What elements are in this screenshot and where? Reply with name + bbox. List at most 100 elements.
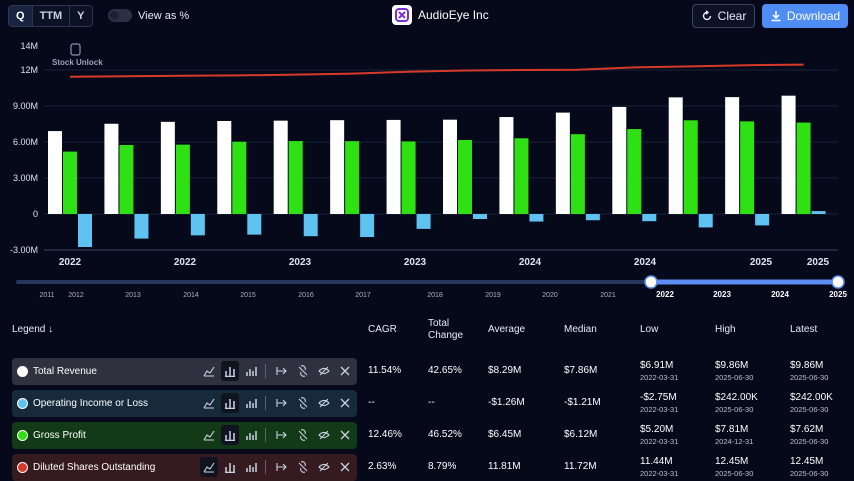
download-button[interactable]: Download [762,4,848,28]
cell-average: 11.81M [488,461,521,472]
stacked-bar-icon[interactable] [242,425,260,445]
line-chart-icon[interactable] [200,425,218,445]
cell-low: $5.20M [640,424,674,435]
cell-high-date: 2025-06-30 [715,405,754,414]
close-icon[interactable] [336,393,354,413]
cell-cagr: 11.54% [368,365,402,376]
stacked-bar-icon[interactable] [242,457,260,477]
cell-high: $9.86M [715,360,749,371]
cell-high: $242.00K [715,392,758,403]
cell-average: $8.29M [488,365,522,376]
cell-latest-date: 2025-06-30 [790,437,829,446]
bar-total-revenue-8 [499,117,514,214]
bar-operating-income-or-loss-6 [416,214,431,229]
x-tick-label: 2023 [289,257,312,268]
timeline-year-label: 2013 [125,292,141,299]
bar-chart-icon[interactable] [221,457,239,477]
bar-gross-profit-11 [683,120,698,214]
y-tick-label: 9.00M [13,101,38,111]
watermark: Stock Unlock [52,43,103,67]
bar-total-revenue-10 [612,106,627,214]
bar-gross-profit-12 [740,121,755,214]
tool-separator [265,460,266,474]
bar-total-revenue-3 [217,121,232,214]
arrow-right-icon[interactable] [273,393,291,413]
cell-cagr: 2.63% [368,461,397,472]
period-ttm-button[interactable]: TTM [31,6,70,26]
cell-median: $6.12M [564,429,598,440]
cell-low-date: 2022-03-31 [640,469,679,478]
hide-icon[interactable] [315,425,333,445]
bar-chart-icon[interactable] [221,361,239,381]
view-as-percent-label: View as % [138,10,190,22]
x-tick-label: 2025 [750,257,773,268]
period-q-button[interactable]: Q [9,6,32,26]
timeline-end-handle[interactable] [831,275,845,289]
legend-row-gross-profit[interactable]: Gross Profit [12,422,357,449]
cell-high: $7.81M [715,424,749,435]
stacked-bar-icon[interactable] [242,361,260,381]
cell-total-change: 8.79% [428,461,457,472]
timeline-year-label: 2017 [355,292,371,299]
timeline-year-label: 2025 [829,290,847,299]
legend-row-total-revenue[interactable]: Total Revenue [12,358,357,385]
cell-median: 11.72M [564,461,597,472]
cell-latest-date: 2025-06-30 [790,373,829,382]
hide-icon[interactable] [315,393,333,413]
arrow-right-icon[interactable] [273,425,291,445]
close-icon[interactable] [336,457,354,477]
x-tick-label: 2024 [519,257,542,268]
line-chart-icon[interactable] [200,361,218,381]
stacked-bar-icon[interactable] [242,393,260,413]
cell-latest: $242.00K [790,392,833,403]
cell-cagr: -- [368,397,375,408]
bar-gross-profit-7 [458,139,472,214]
hide-icon[interactable] [315,457,333,477]
col-high: High [715,324,736,335]
y-tick-label: -3.00M [10,245,38,255]
cell-low: $6.91M [640,360,674,371]
bar-total-revenue-12 [725,97,740,214]
bar-gross-profit-5 [345,141,360,214]
download-label: Download [786,9,841,23]
cell-total-change: 46.52% [428,429,462,440]
line-chart-icon[interactable] [200,393,218,413]
arrow-right-icon[interactable] [273,457,291,477]
x-tick-label: 2024 [634,257,657,268]
unlink-icon[interactable] [294,425,312,445]
timeline-year-label: 2011 [39,292,54,299]
bar-gross-profit-1 [119,145,134,214]
cell-low-date: 2022-03-31 [640,437,679,446]
unlink-icon[interactable] [294,393,312,413]
cell-median: $7.86M [564,365,598,376]
bar-chart-icon[interactable] [221,425,239,445]
bar-operating-income-or-loss-3 [247,214,262,235]
series-color-dot [17,462,28,473]
legend-row-operating-income-or-loss[interactable]: Operating Income or Loss [12,390,357,417]
clear-button[interactable]: Clear [692,4,755,28]
hide-icon[interactable] [315,361,333,381]
bar-chart-icon[interactable] [221,393,239,413]
timeline-year-label: 2020 [542,292,558,299]
tool-separator [265,428,266,442]
unlink-icon[interactable] [294,361,312,381]
bar-gross-profit-10 [627,129,642,214]
unlink-icon[interactable] [294,457,312,477]
bar-operating-income-or-loss-0 [78,214,92,247]
sort-arrow-icon: ↓ [48,324,54,335]
series-tools [200,361,354,381]
series-tools [200,425,354,445]
bar-operating-income-or-loss-2 [190,214,205,236]
period-y-button[interactable]: Y [69,6,91,26]
close-icon[interactable] [336,361,354,381]
view-as-percent-toggle[interactable] [108,9,132,22]
bar-gross-profit-9 [570,134,585,214]
timeline-start-handle[interactable] [644,275,658,289]
close-icon[interactable] [336,425,354,445]
arrow-right-icon[interactable] [273,361,291,381]
legend-row-diluted-shares-outstanding[interactable]: Diluted Shares Outstanding [12,454,357,481]
legend-title[interactable]: Legend ↓ [12,324,54,335]
cell-latest-date: 2025-06-30 [790,469,829,478]
line-chart-icon[interactable] [200,457,218,477]
col-latest: Latest [790,324,818,335]
